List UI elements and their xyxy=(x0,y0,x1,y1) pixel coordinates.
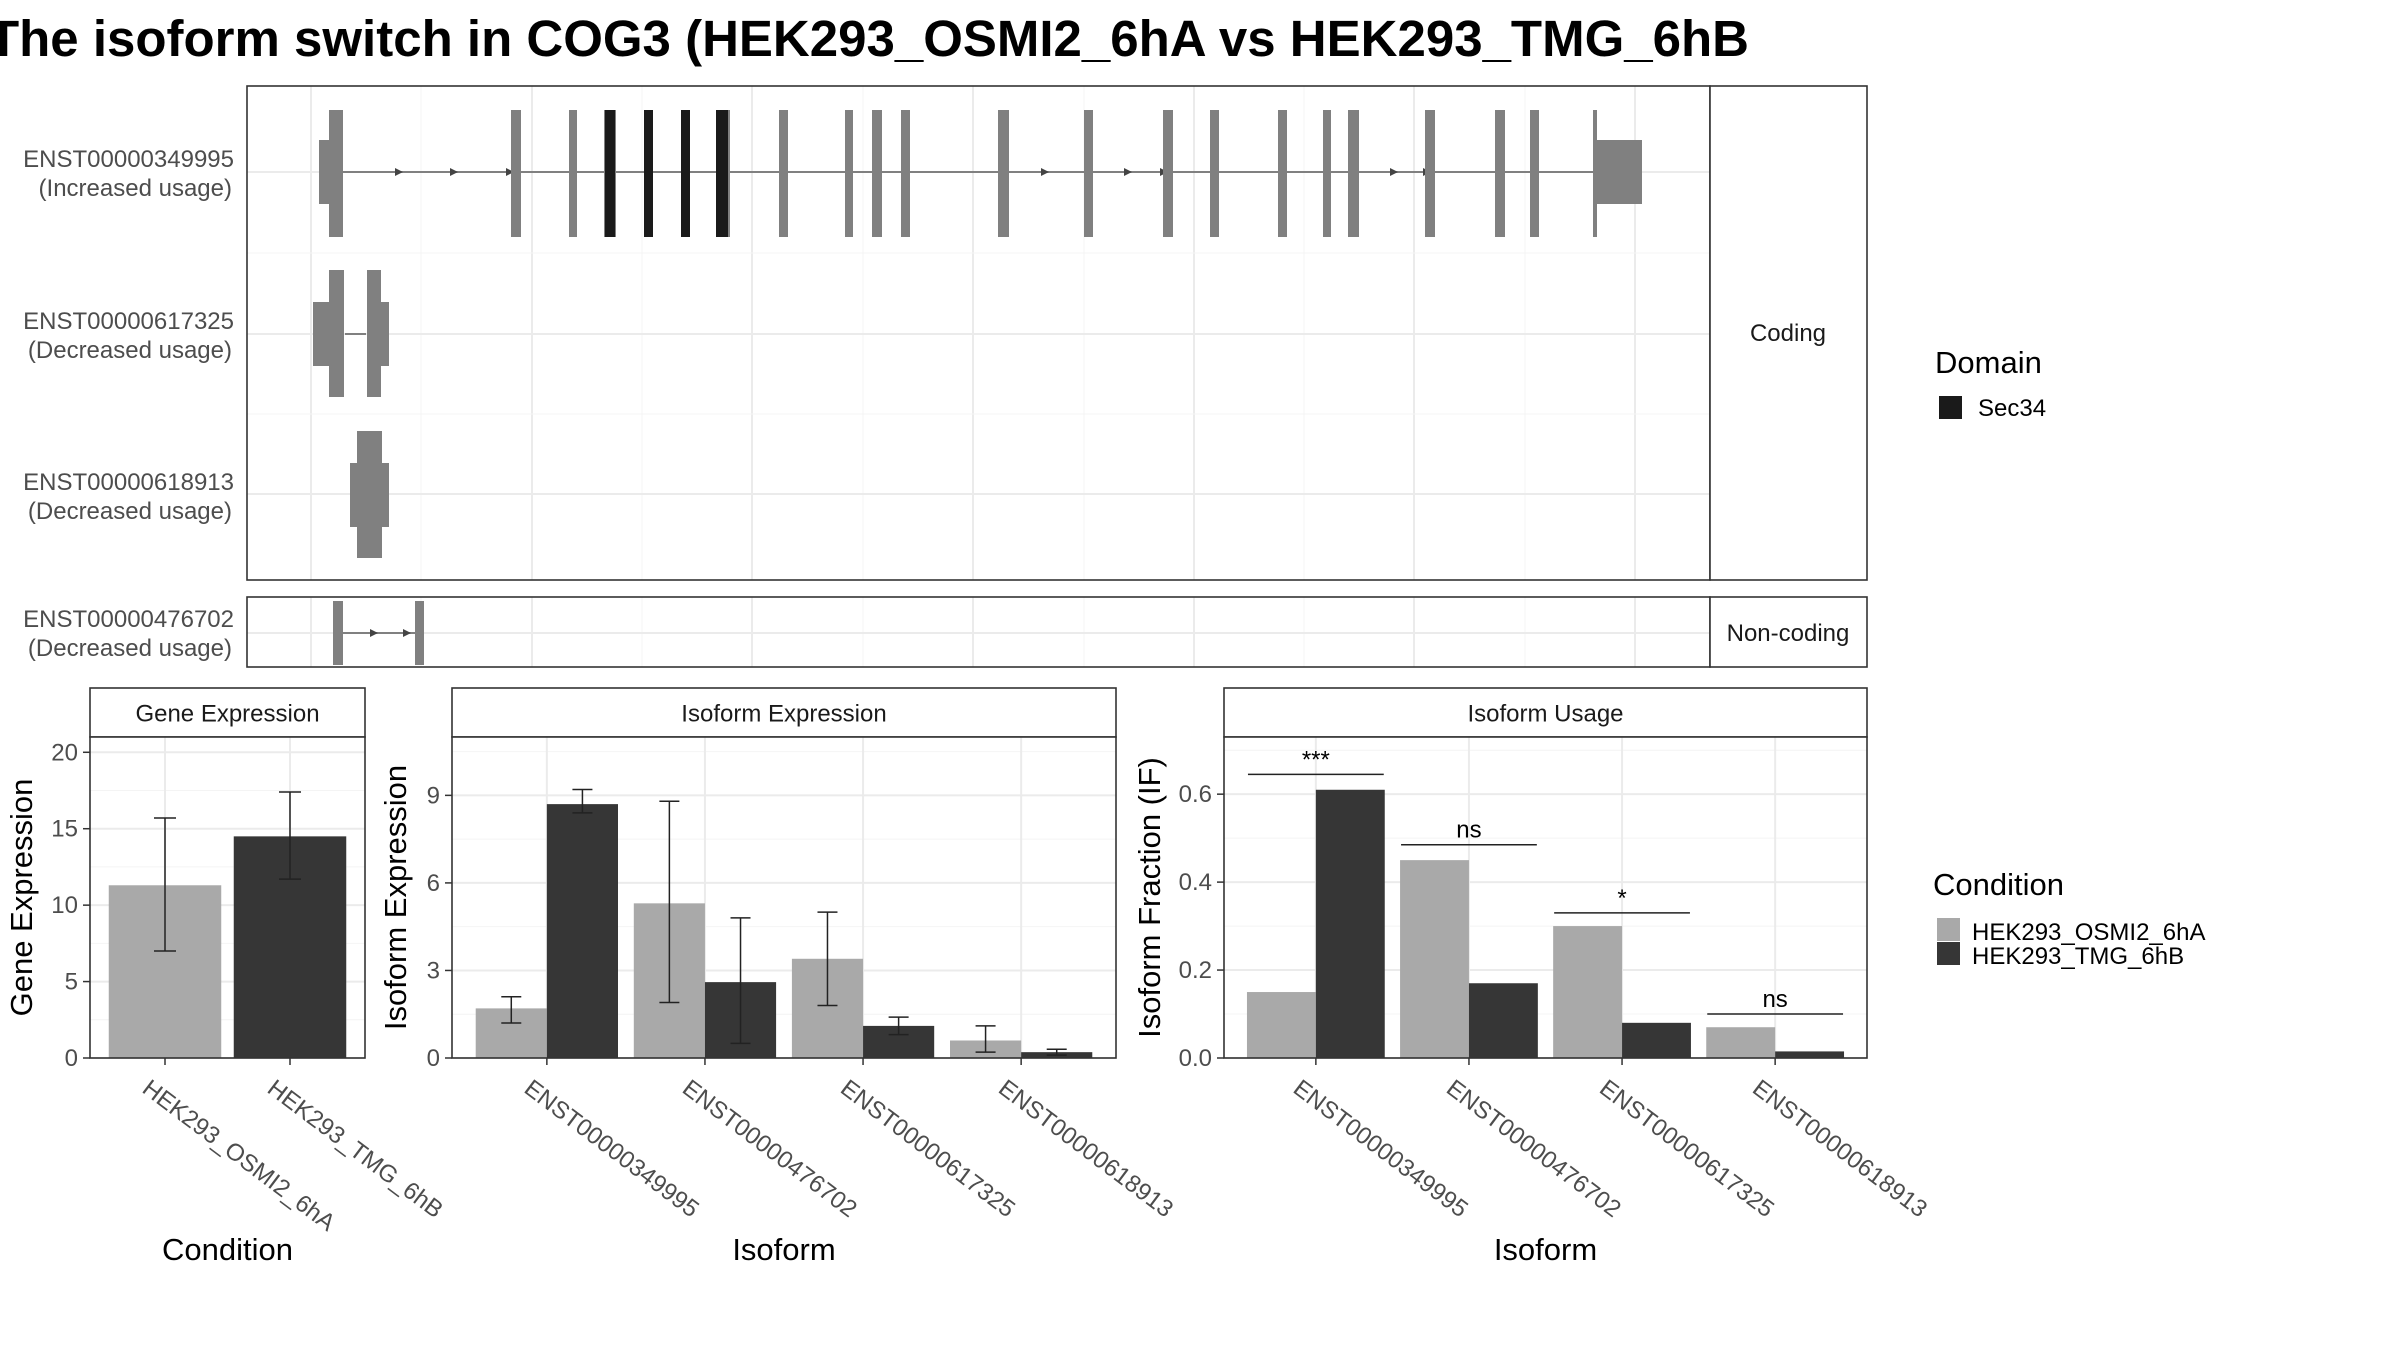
x-axis-title: Condition xyxy=(162,1232,293,1267)
bar xyxy=(1315,789,1385,1058)
figure-title: The isoform switch in COG3 (HEK293_OSMI2… xyxy=(0,10,1749,67)
transcript-id-label: ENST00000476702 xyxy=(23,606,234,633)
y-tick-label: 5 xyxy=(65,969,78,996)
transcript-usage-label: (Decreased usage) xyxy=(28,498,232,525)
isoform-usage-chart: Isoform Usage***ns*ns0.00.20.40.6ENST000… xyxy=(1132,687,1932,1267)
domain-legend-swatch xyxy=(1939,396,1962,419)
x-tick-label: ENST00000349995 xyxy=(519,1075,704,1223)
panel-strip-label: Gene Expression xyxy=(135,701,319,728)
condition-legend-label-a: HEK293_OSMI2_6hA xyxy=(1972,919,2205,946)
domain-legend-label: Sec34 xyxy=(1978,395,2046,422)
bar xyxy=(1400,860,1469,1058)
isoform-expression-chart: Isoform Expression0369ENST00000349995ENS… xyxy=(378,687,1178,1267)
x-axis-title: Isoform xyxy=(1494,1232,1597,1267)
noncoding-strip-label: Non-coding xyxy=(1727,620,1850,647)
bar xyxy=(1706,1027,1776,1058)
coding-strip xyxy=(1709,85,1868,581)
domain-legend: Domain Sec34 xyxy=(1935,345,2046,422)
y-tick-label: 0.0 xyxy=(1179,1045,1212,1072)
transcript-enst00000476702 xyxy=(333,601,424,665)
panel-border xyxy=(1223,736,1868,1059)
y-axis-title: Isoform Expression xyxy=(378,765,413,1030)
y-tick-label: 0 xyxy=(427,1045,440,1072)
transcript-labels: ENST00000349995 (Increased usage) ENST00… xyxy=(23,146,234,662)
transcript-structure-noncoding: Non-coding xyxy=(246,596,1868,668)
significance-label: ns xyxy=(1456,817,1481,844)
y-tick-label: 10 xyxy=(51,892,78,919)
bar xyxy=(1246,992,1316,1058)
y-tick-label: 3 xyxy=(427,957,440,984)
noncoding-strip xyxy=(1709,596,1868,668)
condition-legend-label-b: HEK293_TMG_6hB xyxy=(1972,943,2184,970)
y-axis-title: Isoform Fraction (IF) xyxy=(1132,757,1167,1038)
y-tick-label: 0 xyxy=(65,1045,78,1072)
transcript-enst00000618913 xyxy=(350,431,389,558)
exons xyxy=(313,270,389,397)
y-tick-label: 20 xyxy=(51,739,78,766)
condition-legend-swatch-a xyxy=(1937,918,1960,941)
significance-label: * xyxy=(1617,885,1626,912)
bar xyxy=(1553,926,1623,1058)
y-tick-label: 15 xyxy=(51,816,78,843)
coding-strip-label: Coding xyxy=(1750,320,1826,347)
transcript-usage-label: (Increased usage) xyxy=(39,175,232,202)
sec34-domain xyxy=(605,110,728,237)
y-tick-label: 0.2 xyxy=(1179,957,1212,984)
panel-strip-label: Isoform Usage xyxy=(1467,701,1623,728)
condition-legend-swatch-b xyxy=(1937,942,1960,965)
panel-strip xyxy=(1223,687,1868,738)
panel-border xyxy=(451,736,1117,1059)
domain-legend-title: Domain xyxy=(1935,345,2042,380)
panel-strip xyxy=(89,687,366,738)
condition-legend-title: Condition xyxy=(1933,867,2064,902)
y-axis-title: Gene Expression xyxy=(4,779,39,1017)
y-tick-label: 9 xyxy=(427,782,440,809)
transcript-enst00000617325 xyxy=(313,270,389,397)
panel-border xyxy=(89,736,366,1059)
direction-arrow xyxy=(370,629,378,637)
transcript-usage-label: (Decreased usage) xyxy=(28,337,232,364)
x-tick-label: ENST00000618913 xyxy=(993,1075,1178,1223)
panel-strip xyxy=(451,687,1117,738)
y-tick-label: 0.6 xyxy=(1179,781,1212,808)
x-tick-label: ENST00000617325 xyxy=(835,1075,1020,1223)
transcript-id-label: ENST00000618913 xyxy=(23,469,234,496)
significance-label: *** xyxy=(1302,746,1330,773)
transcript-structure-coding: Coding xyxy=(246,85,1868,581)
direction-arrow xyxy=(403,629,411,637)
transcript-id-label: ENST00000349995 xyxy=(23,146,234,173)
transcript-usage-label: (Decreased usage) xyxy=(28,635,232,662)
x-tick-label: ENST00000476702 xyxy=(677,1075,862,1223)
x-axis-title: Isoform xyxy=(732,1232,835,1267)
exons xyxy=(350,431,389,558)
panel-strip-label: Isoform Expression xyxy=(681,701,886,728)
transcript-id-label: ENST00000617325 xyxy=(23,308,234,335)
y-tick-label: 6 xyxy=(427,870,440,897)
significance-label: ns xyxy=(1762,986,1787,1013)
bar xyxy=(1775,1051,1845,1058)
bar xyxy=(1468,983,1538,1058)
bar xyxy=(1622,1022,1691,1058)
y-tick-label: 0.4 xyxy=(1179,869,1212,896)
exon xyxy=(333,601,343,665)
exon xyxy=(415,601,424,665)
noncoding-panel-grid xyxy=(247,597,1710,667)
bar xyxy=(546,804,618,1058)
transcript-enst00000349995 xyxy=(319,110,1642,237)
condition-legend: Condition HEK293_OSMI2_6hA HEK293_TMG_6h… xyxy=(1933,867,2205,970)
